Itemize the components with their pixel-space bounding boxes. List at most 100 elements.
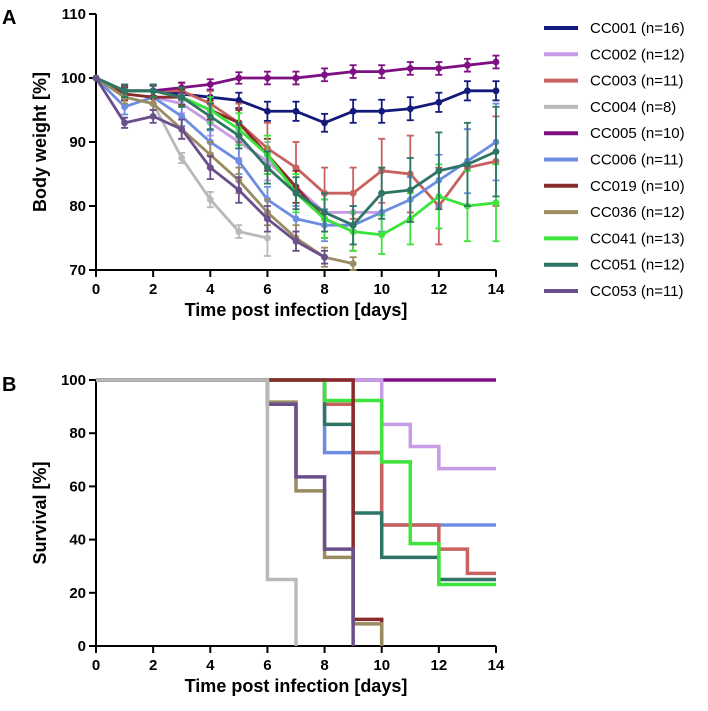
panel-a-data-point-cc001 [349,107,357,115]
panel-b-series-line-cc002 [96,378,496,471]
panel-b-x-tick-label: 4 [206,657,215,674]
panel-a-y-tick-label: 70 [69,262,86,279]
panel-a-data-point-cc051 [406,186,414,194]
panel-a-data-point-cc041 [492,199,500,207]
legend-label-cc041: CC041 (n=13) [590,230,685,247]
panel-a-data-point-cc053 [149,113,157,120]
panel-a-y-tick-label: 80 [69,198,86,215]
panel-b-series-line-cc036 [96,378,384,646]
panel-b-x-tick-label: 14 [488,657,505,674]
panel-b-y-tick-label: 60 [69,478,86,495]
panel-a-data-point-cc006 [292,215,300,223]
panel-a-data-point-cc051 [264,164,271,172]
panel-a-data-point-cc051 [349,221,357,229]
panel-a-data-point-cc005 [378,68,386,75]
panel-a-data-point-cc001 [321,119,328,127]
panel-a-data-point-cc005 [435,65,443,72]
panel-a-data-point-cc051 [178,93,186,101]
panel-a-data-point-cc005 [292,74,300,82]
legend-label-cc002: CC002 (n=12) [590,46,685,63]
panel-a-data-point-cc001 [406,105,414,113]
panel-a-data-point-cc005 [464,61,471,69]
legend-label-cc003: CC003 (n=11) [590,73,684,90]
panel-a-data-point-cc001 [378,107,386,115]
panel-b-x-tick-label: 8 [320,657,328,674]
legend-label-cc004: CC004 (n=8) [590,99,676,116]
panel-a-data-point-cc051 [464,161,471,168]
panel-a-x-tick-label: 10 [373,281,390,298]
panel-a-data-point-cc053 [121,119,128,127]
panel-a-data-point-cc005 [321,71,328,79]
panel-a-data-point-cc053 [292,237,300,245]
panel-a-data-point-cc003 [292,164,300,172]
panel-b-series-line-cc004 [96,378,298,646]
panel-a-x-tick-label: 2 [149,281,157,298]
panel-a-data-point-cc005 [206,81,214,88]
legend-label-cc019: CC019 (n=10) [590,178,685,195]
panel-a-x-axis-title: Time post infection [days] [185,300,408,320]
panel-a-data-point-cc051 [292,189,300,197]
panel-b-x-axis-title: Time post infection [days] [185,676,408,696]
panel-a-data-point-cc004 [235,228,243,236]
panel-a-data-point-cc001 [464,87,471,95]
panel-b-y-tick-label: 100 [61,372,86,389]
panel-a-x-tick-label: 14 [488,281,505,298]
legend-label-cc036: CC036 (n=12) [590,204,685,221]
panel-a-data-point-cc053 [321,253,328,261]
panel-a-data-point-cc001 [435,98,443,106]
panel-a-data-point-cc001 [235,97,243,104]
panel-a-data-point-cc051 [206,113,214,120]
panel-a-data-point-cc053 [178,125,186,133]
panel-a-data-point-cc006 [178,113,186,120]
panel-a-data-point-cc001 [292,107,300,115]
panel-b-y-tick-label: 0 [78,638,86,655]
panel-a-data-point-cc041 [378,231,386,239]
panel-b-y-tick-label: 80 [69,425,86,442]
panel-label-b: B [2,374,16,396]
panel-b-y-tick-label: 40 [69,532,86,549]
panel-a-x-tick-label: 0 [92,281,100,298]
panel-a-data-point-cc005 [492,58,500,66]
panel-a-data-point-cc005 [406,65,414,72]
panel-b-x-tick-label: 6 [263,657,271,674]
panel-b-series-line-cc053 [96,378,355,646]
panel-a-data-point-cc053 [264,215,271,223]
panel-a-data-point-cc051 [492,148,500,156]
panel-a-data-point-cc005 [235,74,243,82]
panel-a-data-point-cc051 [235,132,243,140]
panel-b-x-tick-label: 2 [149,657,157,674]
panel-a-data-point-cc006 [121,103,128,111]
panel-a-data-point-cc053 [235,186,243,194]
panel-a-y-tick-label: 110 [62,6,86,23]
panel-a-data-point-cc036 [149,100,157,107]
panel-a-data-point-cc004 [206,196,214,204]
panel-a-data-point-cc053 [206,164,214,172]
panel-b-y-tick-label: 20 [69,585,86,602]
panel-a-data-point-cc036 [349,260,357,267]
panel-a-data-point-cc005 [349,68,357,75]
panel-a-data-point-cc051 [121,87,128,95]
panel-b-x-tick-label: 0 [92,657,100,674]
panel-a-data-point-cc051 [321,209,328,216]
panel-a-data-point-cc006 [235,157,243,165]
panel-a-data-point-cc001 [492,87,500,95]
panel-a-y-tick-label: 100 [61,70,86,87]
panel-a-x-tick-label: 8 [320,281,328,298]
panel-a-data-point-cc051 [378,189,386,197]
panel-b-x-tick-label: 10 [373,657,390,674]
legend-label-cc053: CC053 (n=11) [590,283,684,300]
panel-a-y-axis-title: Body weight [%] [30,72,50,212]
panel-b-series-line-cc041 [96,378,496,587]
legend-label-cc005: CC005 (n=10) [590,125,685,142]
panel-a-y-tick-label: 90 [69,134,86,151]
legend-label-cc006: CC006 (n=11) [590,152,684,169]
panel-a-data-point-cc051 [435,167,443,175]
panel-b-series-line-cc019 [96,378,384,646]
panel-b-y-axis-title: Survival [%] [30,461,50,564]
panel-a-x-tick-label: 12 [431,281,448,298]
panel-label-a: A [2,7,16,29]
panel-a-data-point-cc004 [264,234,271,242]
legend-label-cc051: CC051 (n=12) [590,257,685,274]
panel-a-data-point-cc004 [178,154,186,162]
